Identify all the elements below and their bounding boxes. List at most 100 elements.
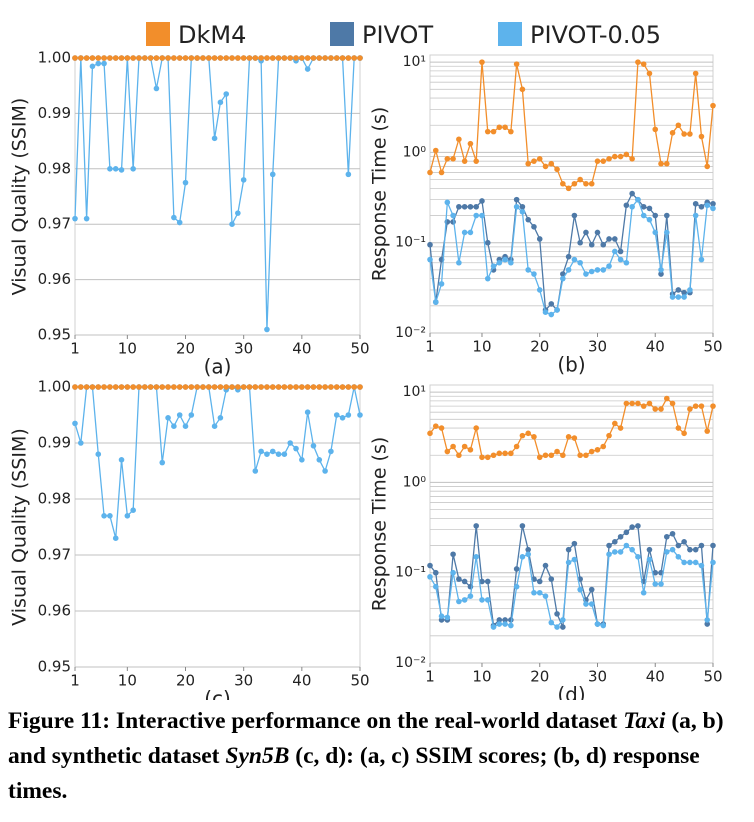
- data-point: [490, 624, 497, 630]
- data-point: [124, 513, 131, 519]
- data-point: [484, 597, 491, 603]
- data-point: [159, 55, 166, 61]
- x-tick-label: 20: [176, 672, 195, 690]
- data-point: [698, 256, 705, 263]
- data-point: [496, 259, 503, 266]
- data-point: [548, 301, 555, 307]
- data-point: [264, 326, 270, 333]
- data-point: [112, 535, 119, 541]
- data-point: [560, 452, 566, 459]
- data-point: [698, 203, 705, 210]
- data-point: [652, 229, 659, 236]
- data-point: [124, 55, 131, 61]
- data-point: [165, 55, 171, 61]
- data-point: [229, 221, 235, 227]
- data-point: [269, 171, 276, 178]
- data-point: [658, 581, 664, 587]
- data-point: [252, 468, 259, 474]
- data-point: [188, 55, 195, 61]
- y-tick-label: 0.97: [38, 546, 71, 564]
- data-point: [513, 443, 520, 450]
- data-point: [72, 215, 78, 222]
- data-point: [357, 384, 363, 390]
- data-point: [652, 569, 659, 576]
- data-point: [658, 160, 664, 167]
- data-point: [536, 156, 543, 162]
- data-point: [287, 55, 294, 61]
- data-point: [513, 583, 520, 590]
- data-point: [136, 384, 142, 390]
- data-point: [89, 55, 96, 61]
- data-point: [461, 158, 468, 164]
- data-point: [217, 384, 224, 390]
- caption-text: Taxi: [623, 708, 666, 734]
- x-tick-label: 40: [646, 338, 665, 356]
- data-point: [159, 384, 166, 390]
- data-point: [646, 70, 653, 77]
- data-point: [588, 180, 595, 187]
- data-point: [629, 400, 635, 407]
- plot-frame: [429, 384, 714, 664]
- data-point: [246, 384, 253, 390]
- y-tick-label: 0.98: [38, 159, 71, 177]
- data-point: [130, 384, 136, 390]
- data-point: [345, 412, 352, 418]
- data-point: [467, 203, 474, 210]
- data-point: [710, 559, 716, 566]
- x-tick-label: 10: [118, 340, 137, 358]
- data-point: [211, 384, 218, 390]
- data-point: [182, 55, 189, 61]
- data-point: [565, 185, 572, 192]
- data-point: [525, 546, 531, 553]
- data-point: [513, 61, 520, 67]
- data-point: [333, 384, 340, 390]
- y-tick-label: 10⁻²: [395, 655, 426, 671]
- data-point: [692, 403, 699, 409]
- data-point: [299, 55, 305, 61]
- data-point: [588, 601, 595, 607]
- data-point: [467, 446, 474, 453]
- data-point: [594, 446, 601, 453]
- data-point: [264, 384, 270, 390]
- data-point: [577, 259, 583, 266]
- data-point: [269, 448, 276, 455]
- data-point: [658, 406, 664, 412]
- data-point: [542, 593, 549, 599]
- data-point: [536, 236, 543, 242]
- data-point: [663, 549, 670, 555]
- y-tick-label: 10⁻¹: [395, 235, 426, 251]
- data-point: [681, 430, 687, 437]
- data-point: [681, 539, 687, 545]
- data-point: [339, 55, 346, 61]
- data-point: [479, 597, 485, 603]
- data-point: [473, 425, 480, 431]
- data-point: [281, 384, 288, 390]
- data-point: [165, 415, 171, 421]
- data-point: [147, 384, 154, 390]
- data-point: [229, 55, 235, 61]
- data-point: [427, 574, 433, 580]
- data-point: [646, 546, 653, 553]
- x-tick-label: 10: [472, 668, 491, 686]
- data-point: [304, 66, 311, 72]
- data-point: [235, 384, 241, 390]
- data-point: [484, 239, 491, 246]
- data-point: [692, 200, 699, 207]
- data-point: [345, 384, 352, 390]
- y-tick-label: 0.96: [38, 270, 71, 288]
- data-point: [153, 85, 160, 92]
- data-point: [519, 432, 526, 439]
- data-point: [456, 598, 462, 605]
- y-tick-label: 10¹: [403, 384, 426, 400]
- data-point: [646, 205, 653, 212]
- data-point: [130, 55, 136, 61]
- data-point: [652, 212, 659, 219]
- data-point: [560, 275, 566, 282]
- data-point: [153, 55, 160, 61]
- data-point: [107, 55, 113, 61]
- data-point: [640, 589, 647, 596]
- x-tick-label: 50: [703, 338, 722, 356]
- data-point: [687, 546, 693, 553]
- data-point: [594, 267, 601, 273]
- data-point: [461, 203, 468, 210]
